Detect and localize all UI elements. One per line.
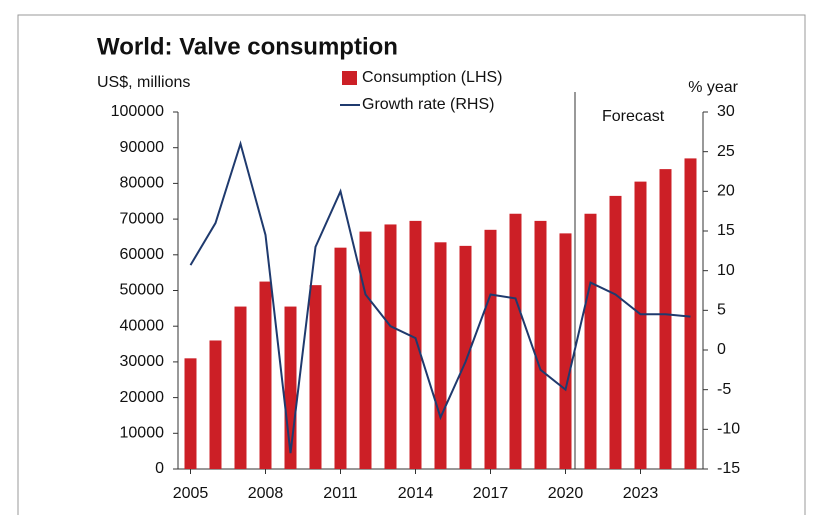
y-tick-label: 0 (155, 460, 164, 477)
bar (559, 233, 572, 469)
y2-tick-label: 10 (717, 262, 735, 279)
y2-tick-label: 25 (717, 143, 735, 160)
bar (409, 220, 422, 469)
y2-tick-label: -15 (717, 460, 740, 477)
x-tick-label: 2014 (398, 485, 434, 502)
legend-label: Growth rate (RHS) (362, 96, 494, 113)
legend-label: Consumption (LHS) (362, 69, 503, 86)
y2-tick-label: 0 (717, 341, 726, 358)
bar (434, 242, 447, 469)
line (189, 140, 691, 454)
x-tick-label: 2011 (323, 485, 358, 502)
bar (684, 158, 697, 469)
y2-tick-label: -10 (717, 421, 740, 438)
y-tick-label: 20000 (120, 389, 165, 406)
y2-tick-label: -5 (717, 381, 731, 398)
legend-swatch (342, 71, 357, 85)
y-tick-label: 40000 (120, 317, 165, 334)
bar (234, 306, 247, 469)
bar (334, 247, 347, 469)
x-tick-label: 2017 (473, 485, 509, 502)
y2-tick-label: 15 (717, 222, 735, 239)
y-tick-label: 10000 (120, 425, 165, 442)
y-tick-label: 60000 (120, 246, 165, 263)
bar (534, 220, 547, 469)
y-tick-label: 70000 (120, 210, 165, 227)
bar (584, 213, 597, 469)
bar (459, 245, 472, 469)
x-tick-label: 2023 (623, 485, 659, 502)
chart-title: World: Valve consumption (97, 33, 398, 60)
bar (309, 285, 322, 469)
y2-tick-label: 5 (717, 302, 726, 319)
bar (484, 229, 497, 469)
y-tick-label: 90000 (120, 139, 165, 156)
y2-axis-label: % year (688, 79, 738, 96)
bar (209, 340, 222, 469)
y-axis-label: US$, millions (97, 74, 190, 91)
bar (609, 195, 622, 469)
x-tick-label: 2020 (548, 485, 584, 502)
y-tick-label: 80000 (120, 175, 165, 192)
bar (184, 358, 197, 469)
y-tick-label: 100000 (111, 103, 164, 120)
bar (259, 281, 272, 469)
bar (384, 224, 397, 469)
y-tick-label: 30000 (120, 353, 165, 370)
bar (509, 213, 522, 469)
y-tick-label: 50000 (120, 282, 165, 299)
bar (359, 231, 372, 469)
annotation: Forecast (602, 108, 665, 125)
frame (17, 14, 806, 515)
bar (659, 169, 672, 469)
y2-tick-label: 20 (717, 183, 735, 200)
y2-tick-label: 30 (717, 103, 735, 120)
bar (634, 181, 647, 470)
x-tick-label: 2005 (173, 485, 209, 502)
x-tick-label: 2008 (248, 485, 284, 502)
